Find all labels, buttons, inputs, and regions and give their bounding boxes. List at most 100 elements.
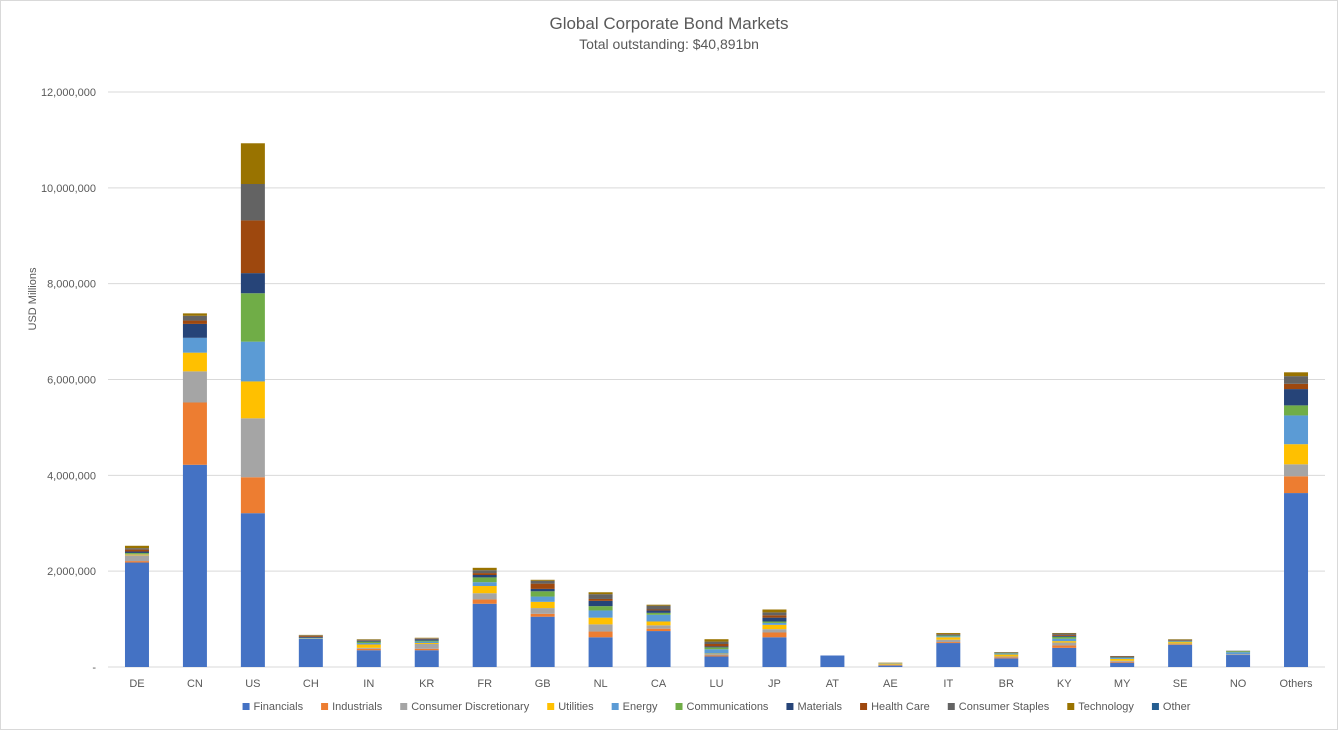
bar-segment (472, 603, 497, 667)
bar-segment (1168, 644, 1193, 667)
bar-segment (762, 621, 787, 623)
bar-segment (994, 656, 1019, 658)
bar-segment (414, 650, 439, 667)
y-tick-label: 12,000,000 (41, 87, 96, 99)
bar-segment (472, 593, 497, 600)
bar-segment (298, 638, 323, 667)
bar-segment (182, 337, 207, 353)
bar-segment (762, 612, 787, 616)
bar-segment (936, 643, 961, 667)
y-axis-ticks: - 2,000,000 4,000,000 6,000,000 8,000,000 10,… (41, 87, 96, 674)
bar-segment (124, 548, 149, 550)
bar-segment (1110, 661, 1135, 663)
bar-stack-jp (762, 609, 787, 667)
bar-segment (1226, 652, 1251, 655)
bar-segment (530, 613, 555, 617)
bar-stack-de (124, 545, 149, 667)
bar-segment (1284, 383, 1309, 390)
bar-segment (704, 656, 729, 667)
bar-segment (530, 616, 555, 667)
bar-segment (182, 352, 207, 372)
bar-segment (240, 184, 265, 221)
bar-segment (762, 637, 787, 667)
bar-segment (1284, 493, 1309, 667)
bar-segment (588, 624, 613, 632)
bar-segment (704, 639, 729, 642)
bar-segment (414, 644, 439, 649)
bar-segment (356, 641, 381, 644)
legend-swatch (321, 703, 329, 710)
bar-segment (936, 636, 961, 638)
bar-segment (472, 577, 497, 583)
bar-segment (1110, 662, 1135, 667)
bar-segment (762, 609, 787, 613)
bar-stack-my (1110, 655, 1135, 667)
bar-stack-br (994, 652, 1019, 667)
bar-group (124, 143, 1309, 667)
bar-segment (124, 545, 149, 549)
x-tick-label: IT (943, 678, 953, 690)
bar-segment (530, 579, 555, 581)
bar-stack-lu (704, 639, 729, 667)
chart-subtitle: Total outstanding: $40,891bn (579, 36, 759, 52)
legend-swatch (242, 703, 250, 710)
bar-segment (356, 647, 381, 649)
bar-segment (1284, 415, 1309, 445)
legend-item: Consumer Discretionary (400, 701, 530, 713)
bar-segment (1052, 641, 1077, 643)
y-tick-label: 2,000,000 (47, 566, 96, 578)
bar-segment (472, 586, 497, 594)
legend-item: Communications (675, 701, 769, 713)
bar-segment (240, 293, 265, 342)
bar-segment (704, 655, 729, 657)
bar-segment (182, 402, 207, 465)
bar-segment (1284, 405, 1309, 416)
bar-segment (530, 601, 555, 609)
bar-segment (994, 658, 1019, 667)
bar-segment (704, 644, 729, 647)
bar-stack-kr (414, 637, 439, 667)
legend-item: Industrials (321, 701, 383, 713)
bar-segment (472, 599, 497, 604)
bar-segment (530, 608, 555, 614)
bar-segment (1226, 654, 1251, 656)
bar-segment (588, 617, 613, 625)
bar-segment (1284, 376, 1309, 384)
bar-segment (646, 631, 671, 667)
legend-swatch (675, 703, 683, 710)
bar-segment (124, 549, 149, 552)
bar-segment (414, 640, 439, 642)
bar-segment (240, 477, 265, 514)
bar-segment (472, 582, 497, 587)
x-tick-label: Others (1280, 678, 1314, 690)
legend-swatch (786, 703, 794, 710)
bar-stack-in (356, 639, 381, 667)
bar-segment (762, 615, 787, 618)
bar-segment (704, 654, 729, 656)
bar-segment (1226, 655, 1251, 667)
x-tick-label: FR (477, 678, 492, 690)
bar-segment (762, 622, 787, 625)
bar-segment (124, 554, 149, 556)
legend-label: Consumer Staples (959, 701, 1050, 713)
bar-segment (240, 513, 265, 667)
bar-segment (472, 570, 497, 574)
bar-stack-at (820, 655, 845, 667)
y-tick-label: 4,000,000 (47, 470, 96, 482)
bar-segment (530, 580, 555, 584)
bar-segment (182, 464, 207, 667)
bar-segment (124, 555, 149, 562)
bar-segment (1052, 634, 1077, 636)
x-tick-label: KR (419, 678, 434, 690)
bar-segment (1168, 642, 1193, 644)
bar-segment (762, 629, 787, 633)
bar-segment (1052, 642, 1077, 646)
bar-segment (588, 598, 613, 601)
bar-segment (356, 640, 381, 642)
bar-segment (124, 552, 149, 554)
bar-segment (588, 594, 613, 599)
x-tick-label: US (245, 678, 260, 690)
bar-segment (646, 628, 671, 632)
legend-item: Health Care (860, 701, 930, 713)
